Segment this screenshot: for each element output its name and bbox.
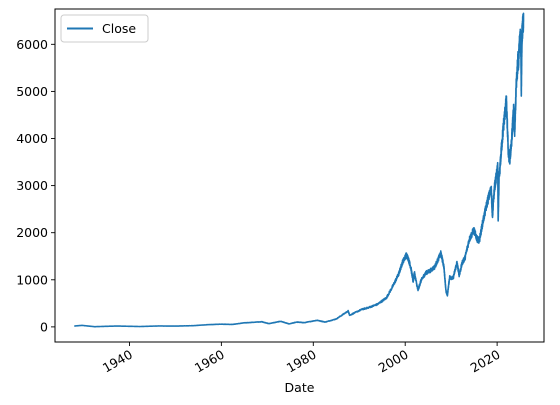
- series-line-close: [73, 12, 525, 328]
- x-axis: 1940 1960 1980 2000 2020: [100, 342, 503, 376]
- y-tick-label: 0: [40, 319, 48, 334]
- y-tick-label: 1000: [16, 272, 48, 287]
- legend: Close: [60, 14, 149, 43]
- y-tick-label: 3000: [16, 178, 48, 193]
- x-tick-label: 2020: [468, 347, 503, 376]
- plot-area: [73, 12, 525, 328]
- y-tick-label: 2000: [16, 225, 48, 240]
- legend-box: [60, 14, 149, 43]
- axes-frame: [54, 8, 545, 343]
- x-tick-label: 1940: [100, 347, 135, 376]
- x-tick-label: 1980: [284, 347, 319, 376]
- x-axis-label: Date: [285, 380, 315, 395]
- x-tick-label: 1960: [192, 347, 227, 376]
- y-tick-label: 6000: [16, 37, 48, 52]
- y-axis: 0 1000 2000 3000 4000 5000 6000: [16, 37, 55, 334]
- legend-entry-close: Close: [102, 21, 136, 36]
- y-tick-label: 5000: [16, 84, 48, 99]
- y-tick-label: 4000: [16, 131, 48, 146]
- x-tick-label: 2000: [376, 347, 411, 376]
